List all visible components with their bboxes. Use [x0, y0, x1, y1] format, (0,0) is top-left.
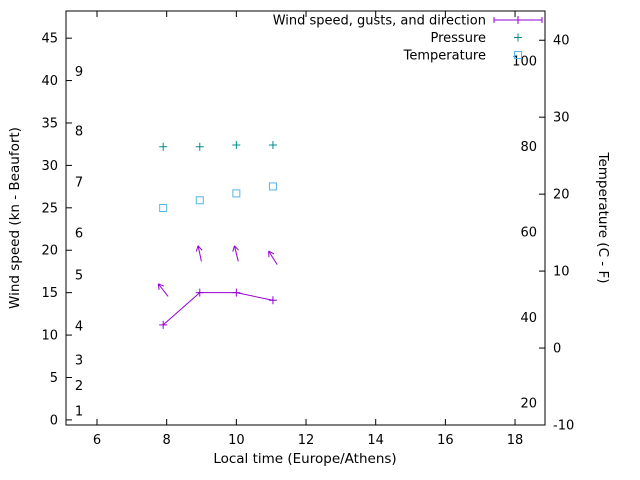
beaufort-label: 2 [75, 379, 83, 394]
kn-tick-label: 15 [41, 286, 58, 301]
wind-direction-arrowhead [195, 245, 199, 252]
legend-marker [514, 16, 522, 24]
x-tick-label: 12 [298, 433, 315, 448]
wind-direction-arrowhead [232, 245, 235, 252]
x-tick-label: 6 [93, 433, 101, 448]
kn-tick-label: 5 [50, 371, 58, 386]
celsius-tick-label: 20 [553, 188, 570, 203]
beaufort-label: 6 [75, 226, 83, 241]
wind_speed_kn-marker [195, 288, 204, 297]
wind-direction-arrowhead [268, 250, 275, 255]
celsius-tick-label: 10 [553, 265, 570, 280]
legend-label: Pressure [430, 31, 486, 46]
wind-direction-arrow [268, 250, 278, 265]
x-tick-label: 16 [437, 433, 454, 448]
kn-tick-label: 0 [50, 413, 58, 428]
pressure-marker [268, 141, 277, 150]
fahrenheit-label: 80 [520, 140, 537, 155]
temperature_c-marker [232, 189, 241, 198]
x-tick-label: 18 [507, 433, 524, 448]
kn-tick-label: 25 [41, 201, 58, 216]
pressure-marker [159, 142, 168, 151]
x-tick-label: 10 [228, 433, 245, 448]
legend-marker [514, 33, 522, 42]
beaufort-label: 7 [75, 175, 83, 190]
wind_speed_kn-marker [232, 288, 241, 297]
fahrenheit-label: 40 [520, 311, 537, 326]
wind-direction-arrow [157, 283, 169, 297]
legend-label: Wind speed, gusts, and direction [273, 14, 486, 29]
temperature_c-marker [159, 203, 168, 212]
beaufort-label: 8 [75, 124, 83, 139]
pressure-marker [195, 142, 204, 151]
kn-tick-label: 10 [41, 329, 58, 344]
wind-direction-arrow [233, 245, 239, 262]
celsius-tick-label: 40 [553, 34, 570, 49]
fahrenheit-label: 20 [520, 396, 537, 411]
fahrenheit-label: 60 [520, 225, 537, 240]
kn-tick-label: 30 [41, 159, 58, 174]
wind_speed_kn-marker [159, 320, 168, 329]
celsius-tick-label: -10 [553, 419, 574, 434]
beaufort-label: 1 [75, 404, 83, 419]
legend-label: Temperature [403, 49, 486, 64]
legend-marker [514, 51, 522, 59]
wind-direction-arrowhead [157, 283, 160, 290]
kn-tick-label: 35 [41, 116, 58, 131]
pressure-marker [232, 141, 241, 150]
beaufort-label: 4 [75, 320, 83, 335]
temperature_c-marker [268, 182, 277, 191]
y-axis-title-right: Temperature (C - F) [595, 152, 611, 284]
x-tick-label: 14 [367, 433, 384, 448]
wind_speed_kn-line [162, 292, 274, 326]
kn-tick-label: 40 [41, 74, 58, 89]
celsius-tick-label: 0 [553, 342, 561, 357]
beaufort-label: 3 [75, 354, 83, 369]
wind-direction-arrowhead [158, 283, 165, 287]
wind-direction-arrowhead [197, 245, 203, 251]
wind_speed_kn-marker [268, 296, 277, 305]
wind-direction-arrow [197, 245, 202, 262]
beaufort-label: 9 [75, 65, 83, 80]
fahrenheit-label: 100 [512, 54, 537, 69]
celsius-tick-label: 30 [553, 111, 570, 126]
wind-direction-arrowhead [234, 245, 239, 251]
temperature_c-marker [195, 196, 204, 205]
kn-tick-label: 20 [41, 244, 58, 259]
beaufort-label: 5 [75, 269, 83, 284]
x-tick-label: 8 [163, 433, 171, 448]
plot-border [65, 10, 546, 426]
x-axis-title: Local time (Europe/Athens) [213, 451, 397, 467]
y-axis-title-left: Wind speed (kn - Beaufort) [7, 127, 23, 309]
kn-tick-label: 45 [41, 32, 58, 47]
